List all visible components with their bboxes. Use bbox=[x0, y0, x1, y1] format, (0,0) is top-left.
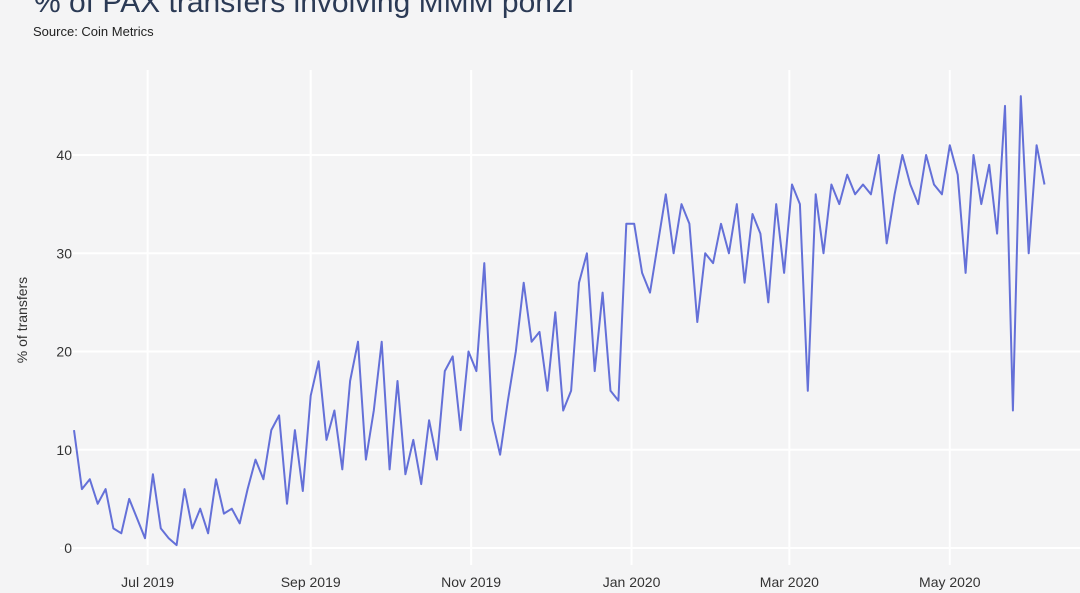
y-tick-label: 20 bbox=[56, 344, 72, 360]
chart-title: % of PAX transfers involving MMM ponzi bbox=[34, 0, 574, 19]
x-tick-label: Sep 2019 bbox=[281, 574, 341, 590]
y-tick-label: 30 bbox=[56, 245, 72, 261]
series bbox=[73, 95, 1046, 547]
x-tick-label: Jul 2019 bbox=[121, 574, 174, 590]
chart-subtitle: Source: Coin Metrics bbox=[33, 24, 154, 39]
grid bbox=[60, 70, 1080, 565]
x-tick-label: Mar 2020 bbox=[760, 574, 819, 590]
x-axis: Jul 2019 Sep 2019 Nov 2019 Jan 2020 Mar 2020… bbox=[121, 574, 981, 590]
x-tick-label: May 2020 bbox=[919, 574, 981, 590]
y-axis-label: % of transfers bbox=[14, 277, 30, 363]
y-tick-label: 40 bbox=[56, 147, 72, 163]
x-tick-label: Jan 2020 bbox=[603, 574, 661, 590]
x-tick-label: Nov 2019 bbox=[441, 574, 501, 590]
series-line bbox=[73, 95, 1046, 547]
y-tick-label: 0 bbox=[64, 540, 72, 556]
y-tick-label: 10 bbox=[56, 442, 72, 458]
y-axis: 0 10 20 30 40 bbox=[56, 147, 72, 556]
